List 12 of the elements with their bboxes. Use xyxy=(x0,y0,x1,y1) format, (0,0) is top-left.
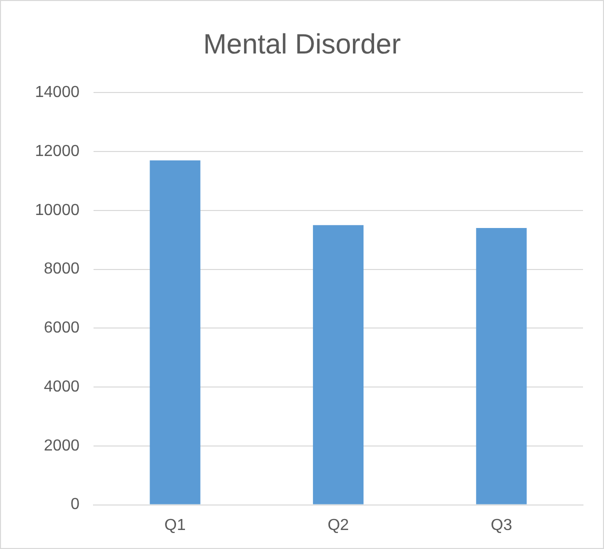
y-tick-label: 0 xyxy=(70,496,80,514)
y-tick-label: 8000 xyxy=(44,260,80,278)
y-tick-label: 4000 xyxy=(44,378,80,396)
y-tick-label: 10000 xyxy=(34,202,80,219)
y-tick-label: 14000 xyxy=(34,84,80,102)
chart-title: Mental Disorder xyxy=(203,28,401,60)
x-tick-label: Q1 xyxy=(164,516,186,534)
x-tick-label: Q2 xyxy=(328,516,350,534)
x-tick-label: Q3 xyxy=(490,516,512,534)
y-tick-label: 12000 xyxy=(34,142,80,160)
y-tick-label: 6000 xyxy=(44,320,80,337)
y-tick-label: 2000 xyxy=(44,437,80,454)
